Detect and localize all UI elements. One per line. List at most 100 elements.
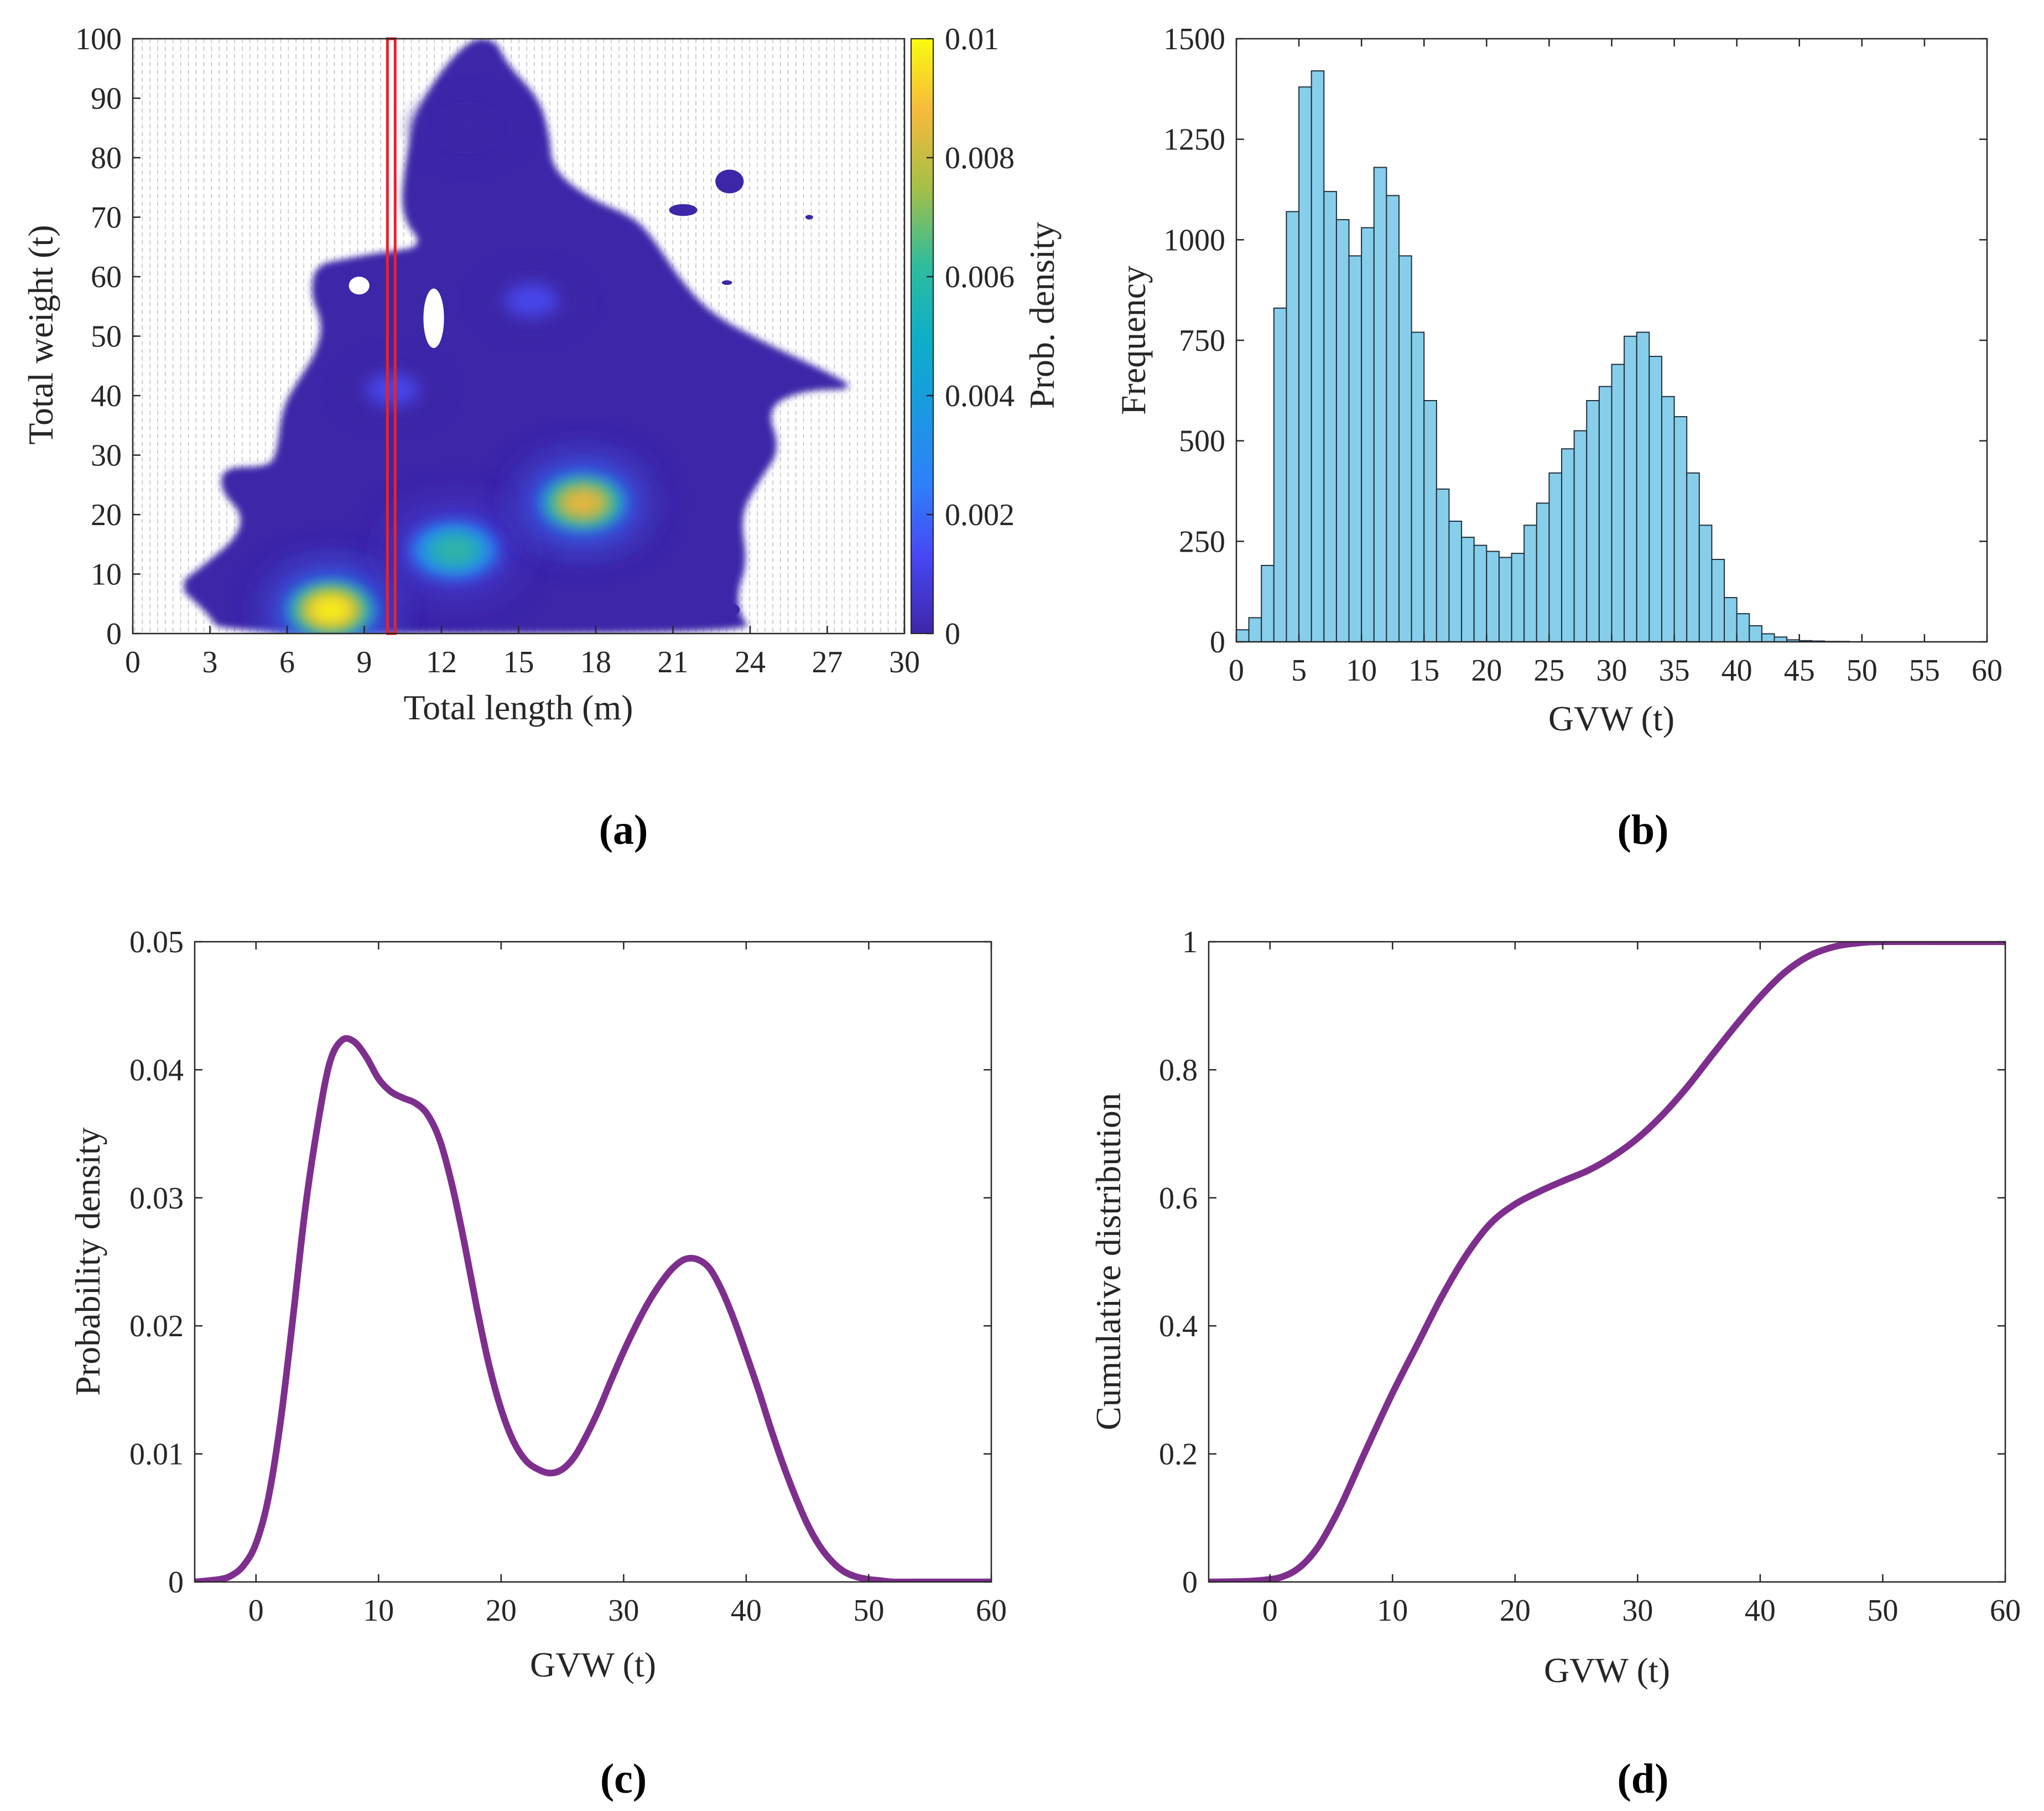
y-tick-label: 1 xyxy=(1182,925,1198,959)
histogram-bar xyxy=(1711,559,1725,642)
y-tick-label: 70 xyxy=(91,201,122,235)
histogram-bar xyxy=(1648,356,1662,642)
density-peak-level xyxy=(505,283,558,318)
x-tick-label: 18 xyxy=(580,645,611,679)
density-island xyxy=(805,215,813,220)
x-tick-label: 45 xyxy=(1784,653,1815,688)
plot-d-background xyxy=(1209,942,2005,1582)
histogram-bar xyxy=(1448,521,1463,642)
x-tick-label: 10 xyxy=(1346,653,1377,688)
histogram-bar xyxy=(1724,597,1738,642)
x-tick-label: 55 xyxy=(1909,653,1940,688)
histogram-bar xyxy=(1573,430,1588,642)
histogram-bar xyxy=(1348,255,1362,642)
histogram-bar xyxy=(1386,195,1400,642)
y-tick-label: 80 xyxy=(91,141,122,175)
y-tick-label: 1500 xyxy=(1163,22,1225,56)
y-tick-label: 1250 xyxy=(1163,123,1225,157)
y-axis-label-b: Frequency xyxy=(1114,266,1153,415)
x-tick-label: 0 xyxy=(1262,1594,1278,1628)
histogram-bar xyxy=(1310,70,1325,643)
colorbar xyxy=(911,38,934,634)
histogram-bar xyxy=(1398,255,1412,642)
density-peak-level xyxy=(310,596,352,623)
y-tick-label: 1000 xyxy=(1163,223,1225,257)
y-axis-label-c: Probability density xyxy=(68,1127,107,1395)
panel-d: 0 10 20 30 40 50 60 0 0.2 0.4 0.6 0.8 1 GVW (t) Cumu… xyxy=(1089,925,2021,1802)
x-tick-label: 0 xyxy=(125,645,141,679)
x-axis-label-c: GVW (t) xyxy=(530,1645,656,1684)
histogram-bar xyxy=(1373,167,1387,642)
histogram-bar xyxy=(1673,416,1688,642)
x-tick-label: 40 xyxy=(1721,653,1752,688)
y-tick-label: 0 xyxy=(168,1565,184,1600)
x-tick-label: 60 xyxy=(1990,1594,2021,1628)
y-tick-label: 0.05 xyxy=(129,925,184,959)
plot-c-background xyxy=(195,942,991,1582)
x-tick-label: 12 xyxy=(426,645,457,679)
x-tick-label: 24 xyxy=(735,645,766,679)
axes-b: 0 5 10 15 20 25 30 35 40 45 50 55 60 0 250 500 750 1000 12… xyxy=(1163,22,2003,688)
density-islands xyxy=(625,169,813,619)
y-tick-label: 10 xyxy=(91,558,122,592)
density-peak-level xyxy=(430,535,478,565)
histogram-bar xyxy=(1586,400,1600,642)
y-tick-label: 100 xyxy=(75,22,122,56)
histogram-bar xyxy=(1273,307,1287,642)
x-tick-label: 9 xyxy=(357,645,372,679)
x-tick-label: 30 xyxy=(889,645,920,679)
y-tick-label: 0.03 xyxy=(129,1181,184,1216)
axes-frame xyxy=(194,941,992,1583)
y-tick-label: 20 xyxy=(91,498,122,532)
histogram-bar xyxy=(1598,386,1613,642)
density-peaks xyxy=(271,92,645,634)
y-tick-label: 500 xyxy=(1179,424,1225,459)
x-tick-label: 15 xyxy=(503,645,534,679)
histogram-bar xyxy=(1611,364,1625,642)
y-tick-label: 0 xyxy=(106,617,122,651)
y-tick-label: 60 xyxy=(91,260,122,294)
histogram-bar xyxy=(1411,331,1425,642)
histogram-bar xyxy=(1749,625,1762,643)
x-tick-label: 30 xyxy=(1622,1594,1653,1628)
y-tick-label: 0.6 xyxy=(1159,1181,1198,1216)
y-tick-label: 250 xyxy=(1179,525,1225,559)
x-tick-label: 21 xyxy=(658,645,689,679)
y-tick-label: 0.02 xyxy=(129,1309,184,1343)
histogram-bar xyxy=(1624,335,1637,642)
x-tick-label: 20 xyxy=(1471,653,1502,688)
histogram-bar xyxy=(1761,633,1775,643)
x-tick-label: 40 xyxy=(731,1594,762,1628)
pdf-curve xyxy=(195,1035,991,1582)
histogram-bar xyxy=(1298,86,1312,642)
x-tick-label: 6 xyxy=(279,645,295,679)
y-tick-label: 0.8 xyxy=(1159,1053,1198,1087)
panel-label-d: (d) xyxy=(1617,1756,1669,1802)
x-tick-label: 0 xyxy=(1229,653,1244,688)
x-tick-label: 25 xyxy=(1533,653,1564,688)
axes-a: 0 3 6 9 12 15 18 21 24 27 30 0 10 20 30 40 50 60 70 80 90 100 xyxy=(75,22,920,679)
density-island xyxy=(721,280,732,286)
histogram-bar xyxy=(1548,472,1563,642)
density-support-region xyxy=(184,39,849,634)
colorbar-label: Prob. density xyxy=(1022,222,1062,409)
density-hole xyxy=(349,277,370,295)
x-tick-label: 5 xyxy=(1291,653,1307,688)
x-axis-label-a: Total length (m) xyxy=(404,688,633,727)
density-hole xyxy=(423,288,444,348)
density-island xyxy=(669,204,698,216)
histogram-bar xyxy=(1523,525,1537,642)
histogram-bar xyxy=(1773,636,1788,643)
x-tick-label: 0 xyxy=(248,1594,264,1628)
histogram-bar xyxy=(1698,525,1713,642)
x-tick-label: 10 xyxy=(1377,1594,1408,1628)
axes-c: 0 10 20 30 40 50 60 0 0.01 0.02 0.03 0.04 0.05 xyxy=(129,925,1007,1628)
x-tick-label: 10 xyxy=(363,1594,394,1628)
y-tick-label: 40 xyxy=(91,379,122,413)
x-tick-label: 3 xyxy=(202,645,218,679)
histogram-bar xyxy=(1511,553,1525,643)
density-island xyxy=(625,587,690,609)
panel-label-a: (a) xyxy=(599,807,648,853)
axes-d: 0 10 20 30 40 50 60 0 0.2 0.4 0.6 0.8 1 xyxy=(1159,925,2021,1628)
